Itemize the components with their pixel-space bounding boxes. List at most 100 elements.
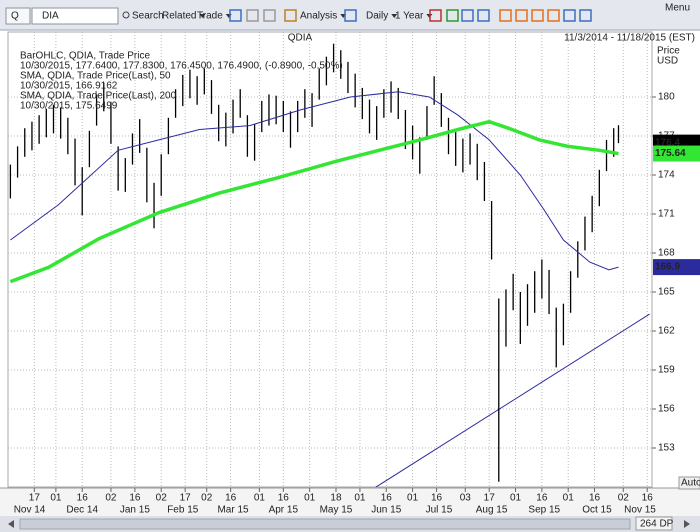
last-value-label: 176.4 — [655, 137, 680, 148]
toolbar-icon[interactable] — [461, 9, 474, 22]
toolbar-icon[interactable] — [263, 9, 276, 22]
y-tick-label: 168 — [658, 248, 675, 259]
x-tick-label: 17 — [484, 493, 496, 504]
scrollbar[interactable] — [19, 518, 631, 530]
last-value-label: 175.64 — [655, 148, 686, 159]
auto-label: Auto — [681, 478, 700, 489]
toolbar-icon[interactable] — [477, 9, 490, 22]
scroll-right[interactable] — [684, 520, 690, 528]
toolbar-icon[interactable] — [531, 9, 544, 22]
symbol-type-button[interactable] — [5, 7, 31, 25]
toolbar-icon[interactable] — [499, 9, 512, 22]
x-month-label: Jun 15 — [371, 505, 401, 516]
date-range: 11/3/2014 - 11/18/2015 (EST) — [564, 33, 695, 44]
x-month-label: Feb 15 — [167, 505, 199, 516]
y-tick-label: 171 — [658, 209, 675, 220]
x-month-label: Jul 15 — [426, 505, 453, 516]
x-tick-label: 16 — [381, 493, 393, 504]
toolbar-button[interactable]: Related — [162, 11, 196, 22]
y-tick-label: 159 — [658, 365, 675, 376]
x-tick-label: 17 — [29, 493, 41, 504]
toolbar-button[interactable]: Trade — [197, 11, 223, 22]
points-label: 264 DP — [640, 519, 674, 530]
legend-text: 10/30/2015, 177.6400, 177.8300, 176.4500… — [20, 61, 262, 72]
x-month-label: Dec 14 — [66, 505, 98, 516]
y-axis-label: Price — [657, 46, 680, 57]
symbol: DIA — [42, 11, 59, 22]
x-tick-label: 02 — [201, 493, 213, 504]
x-month-label: Mar 15 — [217, 505, 249, 516]
x-tick-label: 02 — [105, 493, 117, 504]
toolbar-icon[interactable] — [429, 9, 442, 22]
x-tick-label: 01 — [50, 493, 62, 504]
y-tick-label: 165 — [658, 287, 675, 298]
x-tick-label: 16 — [278, 493, 290, 504]
toolbar-icon[interactable] — [563, 9, 576, 22]
x-month-label: Apr 15 — [269, 505, 299, 516]
y-axis-unit: USD — [657, 56, 678, 67]
x-month-label: May 15 — [320, 505, 353, 516]
symbol-type: Q — [11, 11, 19, 22]
points-button[interactable] — [635, 516, 673, 531]
symbol-input[interactable] — [31, 7, 119, 25]
x-tick-label: 16 — [129, 493, 141, 504]
x-month-label: Jan 15 — [120, 505, 150, 516]
sma-line — [9, 119, 619, 284]
x-tick-label: 01 — [563, 493, 575, 504]
x-month-label: Nov 15 — [624, 505, 656, 516]
toolbar-icon[interactable] — [246, 9, 259, 22]
toolbar-button[interactable]: 1 Year — [395, 11, 424, 22]
search-icon — [122, 11, 130, 19]
toolbar-icon[interactable] — [579, 9, 592, 22]
y-tick-label: 162 — [658, 326, 675, 337]
legend-text: 10/30/2015, 175.6499 — [20, 101, 118, 112]
x-tick-label: 17 — [180, 493, 192, 504]
y-tick-label: 174 — [658, 170, 675, 181]
toolbar-icon[interactable] — [446, 9, 459, 22]
toolbar-icon[interactable] — [515, 9, 528, 22]
x-axis-panel — [0, 488, 700, 516]
dropdown-arrow — [391, 14, 398, 18]
legend-text: SMA, QDIA, Trade Price(Last), 50 — [20, 71, 171, 82]
toolbar-button[interactable]: Daily — [366, 11, 388, 22]
x-tick-label: 16 — [642, 493, 654, 504]
x-tick-label: 03 — [460, 493, 472, 504]
legend-text: BarOHLC, QDIA, Trade Price — [20, 51, 150, 62]
last-value-box — [653, 259, 700, 276]
x-month-label: Aug 15 — [476, 505, 508, 516]
legend-change: (-0.8900, -0.50%) — [265, 61, 343, 72]
toolbar-icon[interactable] — [547, 9, 560, 22]
menu-button[interactable]: Menu — [665, 3, 690, 14]
auto-button[interactable] — [678, 476, 700, 490]
y-tick-label: 153 — [658, 443, 675, 454]
legend-text: 10/30/2015, 166.9162 — [20, 81, 118, 92]
toolbar-icon[interactable] — [344, 9, 357, 22]
trend-line — [375, 313, 650, 487]
x-tick-label: 18 — [330, 493, 342, 504]
x-tick-label: 16 — [431, 493, 443, 504]
sma-line — [10, 91, 619, 271]
x-tick-label: 02 — [156, 493, 168, 504]
x-month-label: Nov 14 — [14, 505, 46, 516]
x-tick-label: 16 — [225, 493, 237, 504]
scroll-left[interactable] — [8, 520, 14, 528]
x-tick-label: 01 — [510, 493, 522, 504]
y-tick-label: 180 — [658, 92, 675, 103]
chart-title: QDIA — [288, 33, 313, 44]
last-value-label: 166.9 — [655, 262, 680, 273]
x-tick-label: 16 — [77, 493, 89, 504]
toolbar-button[interactable]: Search — [132, 11, 164, 22]
toolbar-button[interactable]: Analysis — [300, 11, 337, 22]
x-tick-label: 16 — [589, 493, 601, 504]
legend-text: SMA, QDIA, Trade Price(Last), 200 — [20, 91, 177, 102]
dropdown-arrow — [199, 14, 206, 18]
x-month-label: Sep 15 — [528, 505, 560, 516]
x-tick-label: 02 — [618, 493, 630, 504]
toolbar-icon[interactable] — [229, 9, 242, 22]
x-month-label: Oct 15 — [582, 505, 612, 516]
x-tick-label: 16 — [536, 493, 548, 504]
toolbar-icon[interactable] — [284, 9, 297, 22]
plot-area — [7, 31, 653, 488]
